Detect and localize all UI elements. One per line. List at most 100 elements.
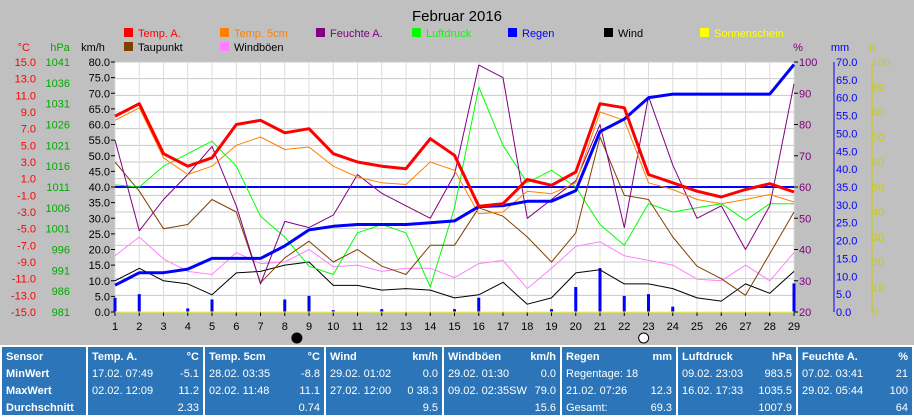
rain-bar — [186, 308, 190, 312]
stat-row: 09.02. 02:35SW 79.0 — [448, 383, 556, 400]
x-tick-label: 2 — [136, 321, 142, 333]
rain-bar — [647, 294, 650, 312]
pressure-axis-tick-label: 1021 — [46, 140, 70, 152]
stat-label: Wind — [330, 351, 357, 363]
stat-value: 1007.9 — [758, 402, 792, 414]
rain-bar — [137, 294, 141, 312]
x-tick-label: 21 — [594, 321, 606, 333]
x-tick-label: 17 — [497, 321, 509, 333]
x-tick-label: 3 — [160, 321, 166, 333]
stat-value: 15.6 — [534, 402, 556, 414]
stat-column: Wind km/h 29.02. 01:02 0.0 27.02. 12:00 0 38.… — [326, 347, 442, 415]
stat-row: 15.6 — [448, 400, 556, 417]
stat-row: Temp. A. °C — [92, 349, 199, 366]
legend-label: Windböen — [234, 42, 284, 54]
stat-value: 21 — [895, 368, 908, 380]
stat-label: 16.02. 17:33 — [682, 385, 744, 397]
legend-label: Wind — [618, 28, 643, 40]
stat-label: 17.02. 07:49 — [92, 368, 154, 380]
legend-swatch — [220, 42, 229, 51]
x-tick-label: 23 — [642, 321, 654, 333]
series-lines — [114, 63, 796, 313]
stat-value: 100 — [889, 385, 908, 397]
rain-axis-tick-label: 20.0 — [836, 236, 857, 248]
stat-row: Windböen km/h — [448, 349, 556, 366]
wind-axis-tick-label: 5.0 — [95, 291, 110, 303]
rain-axis-tick-label: 5.0 — [836, 289, 851, 301]
stat-label: Feuchte A. — [802, 351, 858, 363]
rain-unit-label: mm — [831, 42, 849, 54]
sun-axis-tick-label: 100 — [872, 57, 890, 69]
x-tick-label: 1 — [112, 321, 118, 333]
stat-row: Feuchte A.% — [802, 349, 908, 366]
humidity-axis-tick-label: 80 — [799, 120, 811, 132]
moon-phases — [291, 332, 650, 344]
stat-value: % — [898, 351, 908, 363]
stat-row: Luftdruck hPa — [682, 349, 792, 366]
stat-value: km/h — [412, 351, 438, 363]
stat-value: mm — [652, 351, 672, 363]
series-line-feuchte-a — [114, 64, 795, 285]
stat-row: Temp. 5cm °C — [209, 349, 320, 366]
rain-axis-tick-label: 25.0 — [836, 218, 857, 230]
temp-axis-tick-label: 13.0 — [15, 74, 36, 86]
wind-axis-tick-label: 15.0 — [89, 260, 110, 272]
legend-swatch — [316, 28, 325, 37]
stat-row: 16.02. 17:33 1035.5 — [682, 383, 792, 400]
temp-axis-tick-label: 9.0 — [21, 107, 36, 119]
x-tick-label: 28 — [764, 321, 776, 333]
wind-axis-tick-label: 30.0 — [89, 213, 110, 225]
stat-value: 64 — [895, 402, 908, 414]
temp-axis-tick-label: -11.0 — [12, 274, 36, 286]
stat-row: 09.02. 23:03 983.5 — [682, 366, 792, 383]
x-tick-label: 4 — [185, 321, 191, 333]
rain-bar — [622, 295, 626, 312]
sun-axis-tick-label: 60 — [872, 157, 884, 169]
legend-label: Luftdruck — [426, 28, 472, 40]
row-label-sensor: Sensor — [6, 351, 44, 363]
stat-label: Regentage: 18 — [566, 368, 639, 380]
temp-axis-tick-label: 3.0 — [21, 157, 36, 169]
series-line-luftdruck — [114, 86, 794, 288]
grid — [114, 61, 795, 313]
stat-value: °C — [307, 351, 320, 363]
humidity-axis-tick-label: 20 — [799, 307, 811, 319]
legend-label: Taupunkt — [138, 42, 183, 54]
rain-axis-tick-label: 40.0 — [836, 164, 857, 176]
rain-bar — [113, 297, 117, 312]
stat-label: Luftdruck — [682, 351, 733, 363]
legend-label: Temp. A. — [138, 28, 181, 40]
stat-value: 0.0 — [540, 368, 556, 380]
wind-axis-tick-label: 65.0 — [89, 104, 110, 116]
stat-row: 27.02. 12:00 0 38.3 — [330, 383, 438, 400]
x-tick-label: 22 — [618, 321, 630, 333]
wind-axis-tick-label: 20.0 — [89, 245, 110, 257]
stat-value: km/h — [530, 351, 556, 363]
stat-row: 02.02. 12:09 11.2 — [92, 383, 199, 400]
rain-axis-tick-label: 15.0 — [836, 253, 857, 265]
stat-label: 29.02. 01:30 — [448, 368, 510, 380]
legend-swatch — [700, 28, 709, 37]
stat-column: Temp. A. °C 17.02. 07:49 -5.1 02.02. 12:09 11… — [88, 347, 203, 415]
stat-row: 28.02. 03:35 -8.8 — [209, 366, 320, 383]
x-tick-label: 29 — [788, 321, 800, 333]
stat-value: 2.33 — [177, 402, 199, 414]
legend-label: Sonnenschein — [714, 28, 784, 40]
pressure-axis-tick-label: 996 — [52, 245, 70, 257]
temp-axis-tick-label: 7.0 — [21, 124, 36, 136]
sun-axis-tick-label: 80 — [872, 107, 884, 119]
statistics-table: Sensor MinWert MaxWert Durchschnitt Temp… — [0, 345, 914, 417]
rain-bar — [453, 309, 456, 312]
stat-value: -8.8 — [301, 368, 320, 380]
pressure-axis-tick-label: 1016 — [46, 161, 70, 173]
wind-axis-tick-label: 45.0 — [89, 166, 110, 178]
wind-axis-tick-label: 10.0 — [89, 276, 110, 288]
temp-axis-tick-label: -5.0 — [17, 224, 36, 236]
sun-axis-tick-label: 30 — [872, 232, 884, 244]
stat-label: 27.02. 12:00 — [330, 385, 392, 397]
temp-axis-tick-label: -9.0 — [17, 257, 36, 269]
rain-bar — [477, 297, 481, 312]
x-tick-label: 6 — [233, 321, 239, 333]
stat-label: 02.02. 11:48 — [209, 385, 270, 397]
legend-label: Temp. 5cm — [234, 28, 288, 40]
